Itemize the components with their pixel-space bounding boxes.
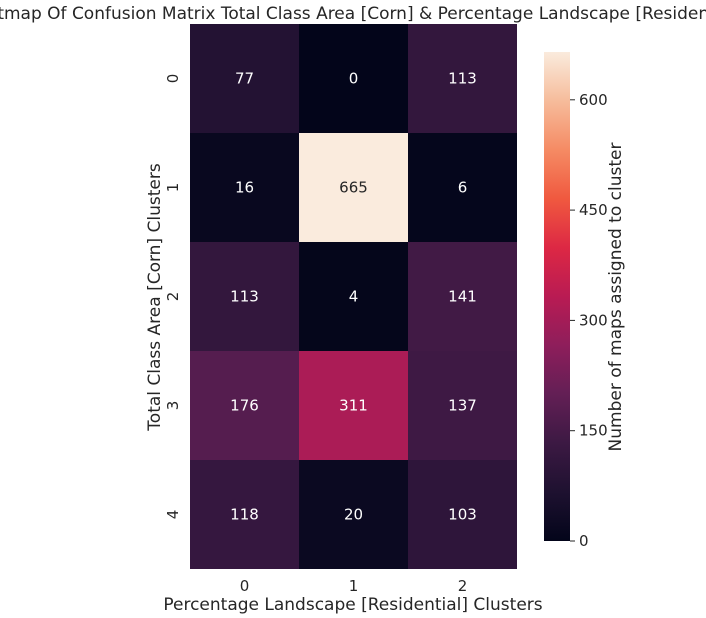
heatmap-cell-r3-c2 xyxy=(408,351,517,460)
cell-value-label: 20 xyxy=(344,506,363,524)
heatmap-cell-r4-c1 xyxy=(299,460,408,569)
x-tick-labels: 0 1 2 xyxy=(240,577,468,595)
heatmap-cell-r1-c2 xyxy=(408,133,517,242)
heatmap-cell-r4-c0 xyxy=(190,460,299,569)
x-tick-label: 0 xyxy=(240,577,250,595)
colorbar-tick-label: 150 xyxy=(579,422,608,440)
cell-value-label: 137 xyxy=(448,397,477,415)
cell-value-label: 141 xyxy=(448,288,477,306)
y-tick-label: 4 xyxy=(164,510,182,520)
colorbar-tick-label: 600 xyxy=(579,91,608,109)
cell-value-label: 77 xyxy=(235,70,254,88)
heatmap-cell-r1-c1 xyxy=(299,133,408,242)
cell-value-label: 311 xyxy=(339,397,368,415)
heatmap-cell-r3-c0 xyxy=(190,351,299,460)
y-tick-label: 2 xyxy=(164,292,182,302)
y-tick-label: 3 xyxy=(164,401,182,411)
cell-value-label: 118 xyxy=(230,506,259,524)
y-tick-label: 0 xyxy=(164,74,182,84)
cell-value-label: 4 xyxy=(349,288,359,306)
y-axis-label: Total Class Area [Corn] Clusters xyxy=(145,163,165,432)
heatmap-cell-r0-c1 xyxy=(299,24,408,133)
chart-title: Heatmap Of Confusion Matrix Total Class … xyxy=(0,4,706,24)
heatmap-cell-r2-c0 xyxy=(190,242,299,351)
colorbar-tick-label: 450 xyxy=(579,201,608,219)
cell-value-label: 113 xyxy=(448,70,477,88)
x-axis-label: Percentage Landscape [Residential] Clust… xyxy=(163,595,542,615)
x-tick-label: 1 xyxy=(349,577,359,595)
y-tick-labels: 0 1 2 3 4 xyxy=(164,74,182,520)
heatmap-cell-r1-c0 xyxy=(190,133,299,242)
heatmap-cell-r3-c1 xyxy=(299,351,408,460)
heatmap-cells xyxy=(190,24,517,569)
heatmap-cell-r2-c1 xyxy=(299,242,408,351)
cell-value-labels: 77 0 113 16 665 6 113 4 141 176 311 137 118 20 103 xyxy=(230,70,477,524)
cell-value-label: 665 xyxy=(339,179,368,197)
heatmap-cell-r0-c2 xyxy=(408,24,517,133)
cell-value-label: 103 xyxy=(448,506,477,524)
heatmap-cell-r4-c2 xyxy=(408,460,517,569)
x-tick-label: 2 xyxy=(458,577,468,595)
y-tick-label: 1 xyxy=(164,183,182,193)
colorbar-label: Number of maps assigned to cluster xyxy=(606,143,626,452)
heatmap-cell-r2-c2 xyxy=(408,242,517,351)
cell-value-label: 176 xyxy=(230,397,259,415)
heatmap-cell-r0-c0 xyxy=(190,24,299,133)
cell-value-label: 16 xyxy=(235,179,254,197)
colorbar-ticks: 0 150 300 450 600 xyxy=(570,91,608,550)
cell-value-label: 6 xyxy=(458,179,468,197)
colorbar xyxy=(544,52,570,541)
cell-value-label: 0 xyxy=(349,70,359,88)
colorbar-tick-label: 300 xyxy=(579,311,608,329)
colorbar-tick-label: 0 xyxy=(579,532,589,550)
cell-value-label: 113 xyxy=(230,288,259,306)
